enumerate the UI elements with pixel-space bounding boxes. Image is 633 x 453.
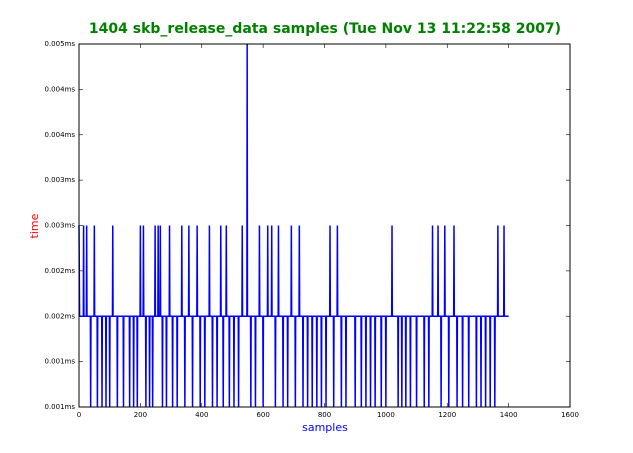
y-axis-label: time	[28, 213, 41, 238]
x-tick-label: 1200	[438, 411, 456, 419]
x-tick-label: 1400	[500, 411, 518, 419]
y-tick-label: 0.004ms	[44, 131, 75, 139]
data-line	[78, 43, 509, 408]
x-tick-label: 400	[195, 411, 208, 419]
x-tick-label: 600	[256, 411, 269, 419]
plot-frame	[78, 43, 571, 408]
x-tick-label: 800	[318, 411, 331, 419]
x-tick-label: 1000	[377, 411, 395, 419]
x-tick-label: 0	[77, 411, 81, 419]
y-tick-label: 0.005ms	[44, 40, 75, 48]
y-tick-label: 0.001ms	[44, 403, 75, 411]
x-axis-label: samples	[302, 421, 348, 434]
y-tick-label: 0.001ms	[44, 358, 75, 366]
x-tick-label: 200	[134, 411, 147, 419]
y-tick-label: 0.004ms	[44, 85, 75, 93]
y-tick-label: 0.002ms	[44, 267, 75, 275]
chart-title: 1404 skb_release_data samples (Tue Nov 1…	[89, 21, 561, 37]
y-tick-label: 0.003ms	[44, 176, 75, 184]
x-tick-label: 1600	[561, 411, 579, 419]
y-tick-label: 0.003ms	[44, 222, 75, 230]
y-tick-label: 0.002ms	[44, 312, 75, 320]
